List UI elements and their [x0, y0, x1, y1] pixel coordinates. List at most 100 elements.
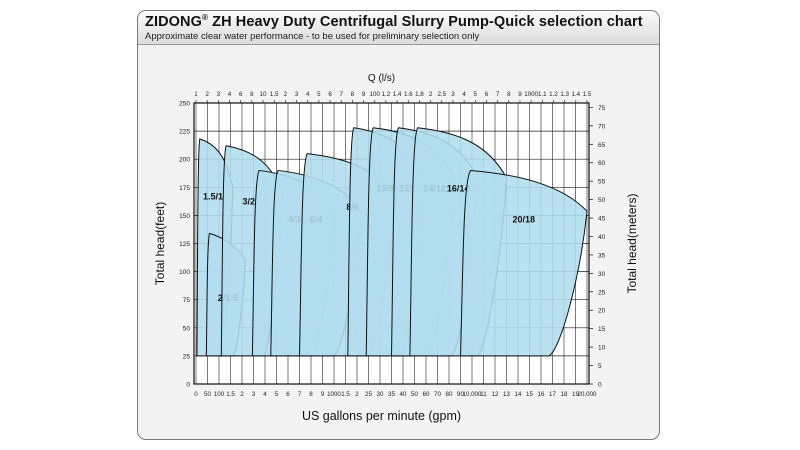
y-tick-label: 50: [183, 325, 191, 332]
y2-tick-label: 55: [598, 179, 606, 186]
chart-card: ZIDONG® ZH Heavy Duty Centrifugal Slurry…: [137, 10, 660, 440]
y2-tick-label: 15: [598, 326, 606, 333]
x-tick-label: 4: [263, 391, 267, 398]
x-tick-label: 50: [411, 391, 418, 398]
x2-tick-label: 3: [295, 91, 299, 98]
pump-size-label: 3/2: [242, 197, 255, 207]
x-tick-label: 19: [572, 391, 579, 398]
x2-tick-label: 4: [228, 91, 232, 98]
x2-tick-label: 1.4: [572, 91, 581, 98]
y2-tick-label: 20: [598, 308, 606, 315]
y2-tick-label: 45: [598, 216, 606, 223]
y2-tick-label: 30: [598, 271, 606, 278]
pump-size-label: 1.5/1: [203, 192, 223, 202]
x-tick-label: 14: [515, 391, 522, 398]
x-tick-label: 17: [549, 391, 556, 398]
y2-tick-label: 5: [598, 363, 602, 370]
x2-tick-label: 4: [306, 91, 310, 98]
brand-name: ZIDONG: [145, 13, 202, 30]
x2-tick-label: 10: [260, 91, 267, 98]
x-tick-label: 5: [275, 391, 279, 398]
y2-tick-label: 10: [598, 345, 606, 352]
x-tick-label: 35: [388, 391, 395, 398]
x-tick-label: 6: [286, 391, 290, 398]
x2-tick-label: 1.2: [382, 91, 391, 98]
chart-title: ZIDONG® ZH Heavy Duty Centrifugal Slurry…: [145, 13, 643, 30]
x-tick-label: 11: [480, 391, 487, 398]
y-tick-label: 150: [179, 213, 190, 220]
x2-axis-title: Q (l/s): [368, 73, 395, 84]
chart-subtitle: Approximate clear water performance - to…: [145, 31, 480, 42]
x-tick-label: 16: [538, 391, 545, 398]
x-tick-label: 80: [446, 391, 453, 398]
x2-tick-label: 2: [429, 91, 433, 98]
registered-mark: ®: [202, 13, 208, 22]
y2-tick-label: 25: [598, 289, 606, 296]
x2-tick-label: 1.3: [560, 91, 569, 98]
y2-axis-title: Total head(meters): [625, 193, 639, 293]
y-tick-label: 175: [179, 185, 190, 192]
x2-tick-label: 3: [451, 91, 455, 98]
x2-tick-label: 1.6: [404, 91, 413, 98]
y2-tick-label: 40: [598, 234, 606, 241]
pump-size-label: 16/14: [447, 184, 470, 194]
y-tick-label: 200: [179, 157, 190, 164]
x-tick-label: 8: [309, 391, 313, 398]
y-tick-label: 0: [186, 382, 190, 389]
x-tick-label: 15: [526, 391, 533, 398]
x2-tick-label: 2.5: [437, 91, 446, 98]
x-tick-label: 7: [298, 391, 302, 398]
y2-tick-label: 65: [598, 142, 606, 149]
x2-tick-label: 1.8: [415, 91, 424, 98]
x2-tick-label: 6: [485, 91, 489, 98]
x-axis-title: US gallons per minute (gpm): [302, 409, 461, 423]
y-tick-label: 25: [183, 353, 191, 360]
x-tick-label: 2: [355, 391, 359, 398]
x-tick-label: 12: [492, 391, 499, 398]
x2-tick-label: 8: [507, 91, 511, 98]
x-tick-label: 25: [365, 391, 372, 398]
x-tick-label: 60: [423, 391, 430, 398]
y-tick-label: 125: [179, 241, 190, 248]
x-tick-label: 0: [194, 391, 198, 398]
x2-tick-label: 9: [518, 91, 522, 98]
y2-tick-label: 50: [598, 197, 606, 204]
x2-tick-label: 2: [205, 91, 209, 98]
x-tick-label: 1.5: [341, 391, 350, 398]
x2-tick-label: 6: [239, 91, 243, 98]
x2-tick-label: 2: [284, 91, 288, 98]
x2-tick-label: 1: [194, 91, 198, 98]
x2-tick-label: 5: [474, 91, 478, 98]
y-tick-label: 250: [179, 101, 190, 108]
x2-tick-label: 9: [362, 91, 366, 98]
x2-tick-label: 1000: [524, 91, 538, 98]
y-tick-label: 225: [179, 129, 190, 136]
x-tick-label: 50: [204, 391, 211, 398]
y2-tick-label: 35: [598, 252, 606, 259]
x2-tick-label: 8: [351, 91, 355, 98]
x-tick-label: 30: [377, 391, 384, 398]
x-tick-label: 1.5: [226, 391, 235, 398]
x-tick-label: 9: [321, 391, 325, 398]
x-tick-label: 100: [214, 391, 225, 398]
x-tick-label: 13: [503, 391, 510, 398]
y2-tick-label: 0: [598, 382, 602, 389]
x2-tick-label: 5: [317, 91, 321, 98]
y-tick-label: 100: [179, 269, 190, 276]
x2-tick-label: 1.5: [270, 91, 279, 98]
x2-tick-label: 7: [496, 91, 500, 98]
y2-tick-label: 60: [598, 160, 606, 167]
x-tick-label: 1000: [327, 391, 341, 398]
x-tick-label: 10,000: [463, 391, 482, 398]
x-tick-label: 70: [434, 391, 441, 398]
x-tick-label: 90: [457, 391, 464, 398]
x2-tick-label: 7: [340, 91, 344, 98]
y2-tick-label: 70: [598, 123, 606, 130]
plot-frame: [193, 102, 590, 385]
pump-envelope-20-18: [459, 169, 588, 357]
x2-tick-label: 1.4: [393, 91, 402, 98]
x2-tick-label: 8: [250, 91, 254, 98]
x2-tick-label: 100: [370, 91, 381, 98]
x2-tick-label: 1.1: [538, 91, 547, 98]
pump-size-label: 20/18: [512, 214, 535, 224]
